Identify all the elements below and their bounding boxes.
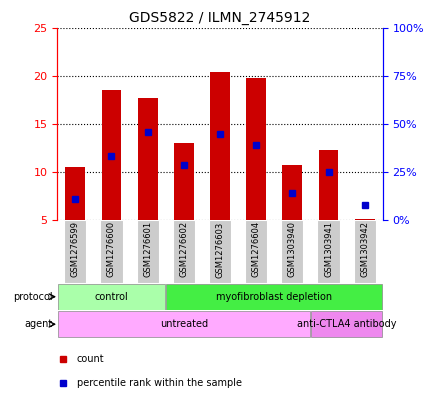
Text: GSM1276601: GSM1276601 bbox=[143, 221, 152, 277]
Bar bbox=[282, 165, 302, 220]
FancyBboxPatch shape bbox=[166, 283, 382, 310]
FancyBboxPatch shape bbox=[245, 220, 267, 283]
FancyBboxPatch shape bbox=[209, 220, 231, 283]
Bar bbox=[319, 150, 338, 220]
Text: GSM1276602: GSM1276602 bbox=[180, 221, 188, 277]
Bar bbox=[102, 90, 121, 220]
Text: control: control bbox=[95, 292, 128, 302]
Text: agent: agent bbox=[25, 319, 53, 329]
FancyBboxPatch shape bbox=[173, 220, 195, 283]
FancyBboxPatch shape bbox=[64, 220, 86, 283]
FancyBboxPatch shape bbox=[354, 220, 376, 283]
FancyBboxPatch shape bbox=[58, 283, 165, 310]
Text: percentile rank within the sample: percentile rank within the sample bbox=[77, 378, 242, 387]
Text: anti-CTLA4 antibody: anti-CTLA4 antibody bbox=[297, 319, 396, 329]
FancyBboxPatch shape bbox=[100, 220, 122, 283]
Bar bbox=[66, 167, 85, 220]
Text: GSM1303941: GSM1303941 bbox=[324, 221, 333, 277]
Bar bbox=[355, 219, 375, 220]
FancyBboxPatch shape bbox=[136, 220, 159, 283]
Text: untreated: untreated bbox=[160, 319, 208, 329]
Text: GSM1276599: GSM1276599 bbox=[71, 221, 80, 277]
Text: GSM1276603: GSM1276603 bbox=[216, 221, 224, 277]
FancyBboxPatch shape bbox=[58, 311, 310, 338]
FancyBboxPatch shape bbox=[318, 220, 340, 283]
Bar bbox=[246, 77, 266, 220]
FancyBboxPatch shape bbox=[311, 311, 382, 338]
Bar bbox=[210, 72, 230, 220]
Text: myofibroblast depletion: myofibroblast depletion bbox=[216, 292, 332, 302]
Text: GSM1303940: GSM1303940 bbox=[288, 221, 297, 277]
Bar bbox=[138, 98, 158, 220]
Text: protocol: protocol bbox=[13, 292, 53, 302]
Title: GDS5822 / ILMN_2745912: GDS5822 / ILMN_2745912 bbox=[129, 11, 311, 25]
Text: count: count bbox=[77, 354, 105, 364]
Text: GSM1303942: GSM1303942 bbox=[360, 221, 369, 277]
Bar bbox=[174, 143, 194, 220]
Text: GSM1276604: GSM1276604 bbox=[252, 221, 260, 277]
FancyBboxPatch shape bbox=[281, 220, 304, 283]
Text: GSM1276600: GSM1276600 bbox=[107, 221, 116, 277]
